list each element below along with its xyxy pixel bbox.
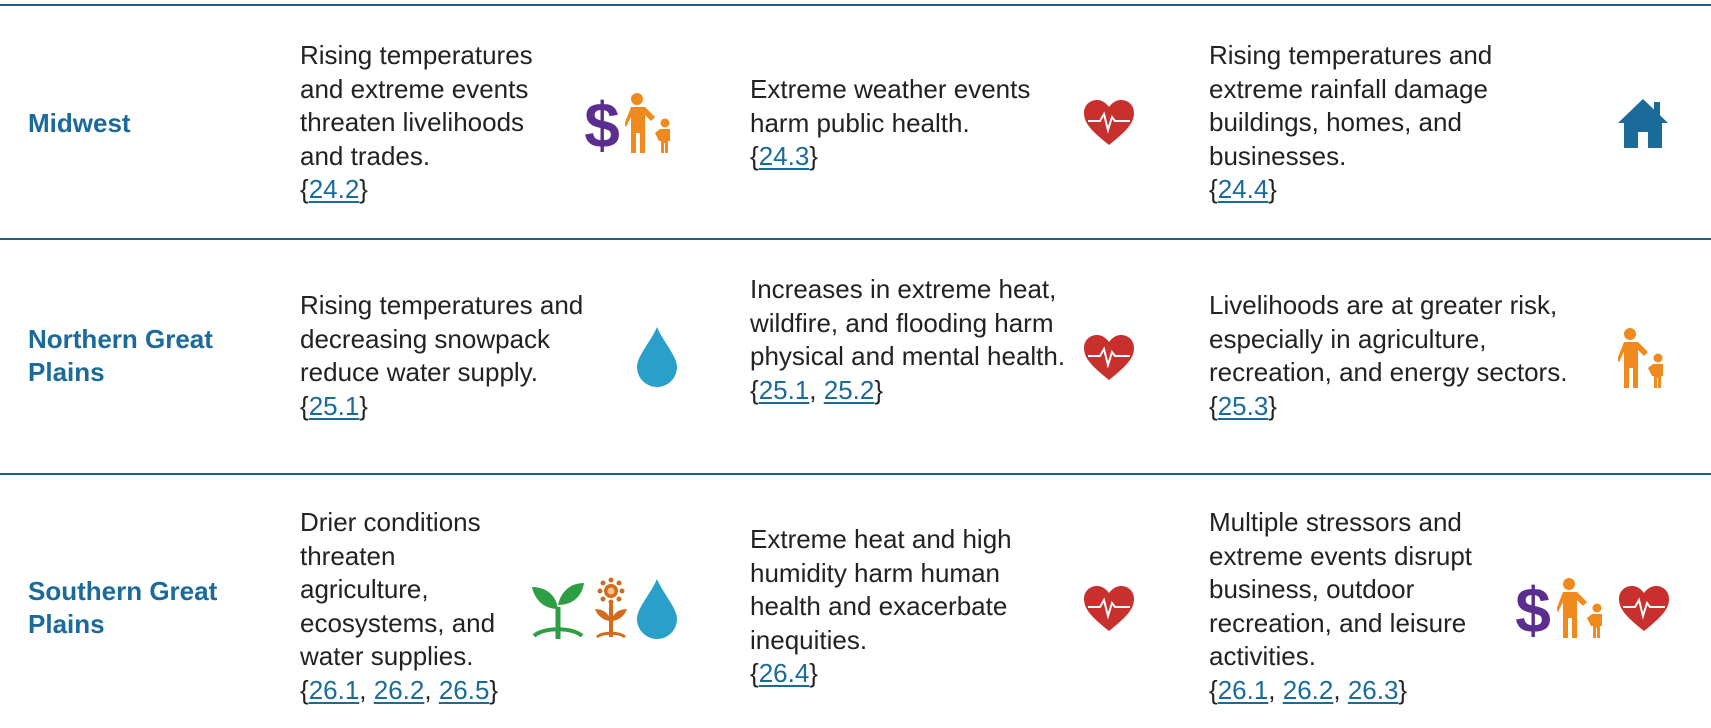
- impact-cell: Rising temperatures and decreasing snowp…: [300, 289, 620, 423]
- impact-text: Extreme weather events harm public healt…: [750, 74, 1031, 138]
- impact-cell: Extreme weather events harm public healt…: [750, 73, 1050, 174]
- ref-link[interactable]: 25.3: [1217, 390, 1269, 421]
- ref-link[interactable]: 26.2: [1282, 674, 1334, 705]
- impact-text: Rising temperatures and extreme events t…: [300, 40, 533, 171]
- impact-cell: Livelihoods are at greater risk, especia…: [1209, 289, 1609, 423]
- region-label: Northern Great Plains: [28, 324, 213, 387]
- impact-text: Multiple stressors and extreme events di…: [1209, 507, 1473, 671]
- impact-text: Livelihoods are at greater risk, especia…: [1209, 290, 1568, 387]
- chapter-refs: {25.1}: [300, 390, 368, 421]
- impact-cell: Extreme heat and high humidity harm huma…: [750, 523, 1050, 691]
- parent-child-icon: [1618, 328, 1670, 390]
- row-divider: [0, 473, 1711, 475]
- parent-child-icon: [1557, 578, 1609, 640]
- svg-text:$: $: [1515, 578, 1551, 640]
- chapter-refs: {25.1, 25.2}: [750, 374, 884, 405]
- table-row-midwest: Midwest Rising temperatures and extreme …: [0, 0, 1711, 238]
- impact-cell: Multiple stressors and extreme events di…: [1209, 506, 1514, 707]
- impact-cell: Drier conditions threaten agriculture, e…: [300, 506, 525, 707]
- sprout-icon: [531, 581, 585, 639]
- ref-link[interactable]: 25.1: [758, 374, 810, 405]
- ref-link[interactable]: 25.1: [308, 390, 360, 421]
- ref-link[interactable]: 24.3: [758, 141, 810, 171]
- chapter-refs: {26.1, 26.2, 26.5}: [300, 674, 499, 705]
- dollar-icon: $: [583, 93, 621, 155]
- ref-link[interactable]: 26.1: [308, 674, 360, 705]
- ref-link[interactable]: 26.5: [438, 674, 490, 705]
- heart-pulse-icon: [1618, 586, 1670, 632]
- row-divider: [0, 238, 1711, 240]
- chapter-refs: {24.3}: [750, 141, 818, 171]
- chapter-refs: {26.4}: [750, 658, 818, 688]
- parent-child-icon: [625, 93, 677, 155]
- impact-text: Rising temperatures and decreasing snowp…: [300, 290, 584, 387]
- region-label: Midwest: [28, 108, 131, 138]
- ref-link[interactable]: 25.2: [823, 374, 875, 405]
- impact-text: Increases in extreme heat, wildfire, and…: [750, 274, 1066, 371]
- ref-link[interactable]: 26.3: [1347, 674, 1399, 705]
- house-icon: [1617, 97, 1669, 149]
- ref-link[interactable]: 26.2: [373, 674, 425, 705]
- impact-text: Extreme heat and high humidity harm huma…: [750, 524, 1012, 655]
- chapter-refs: {24.4}: [1209, 174, 1277, 204]
- ref-link[interactable]: 26.4: [758, 658, 810, 688]
- dollar-icon: $: [1514, 578, 1552, 640]
- chapter-refs: {24.2}: [300, 174, 368, 204]
- impact-cell: Rising temperatures and extreme rainfall…: [1209, 39, 1549, 207]
- impact-text: Rising temperatures and extreme rainfall…: [1209, 40, 1493, 171]
- impact-cell: Increases in extreme heat, wildfire, and…: [750, 273, 1090, 407]
- heart-pulse-icon: [1083, 335, 1135, 381]
- ref-link[interactable]: 26.1: [1217, 674, 1269, 705]
- heart-pulse-icon: [1083, 586, 1135, 632]
- sunflower-icon: [591, 577, 631, 639]
- table-row-northern-great-plains: Northern Great Plains Rising temperature…: [0, 238, 1711, 473]
- ref-link[interactable]: 24.4: [1217, 174, 1269, 204]
- region-label: Southern Great Plains: [28, 576, 218, 639]
- chapter-refs: {25.3}: [1209, 390, 1277, 421]
- row-divider: [0, 4, 1711, 6]
- table-row-southern-great-plains: Southern Great Plains Drier conditions t…: [0, 473, 1711, 728]
- water-drop-icon: [636, 327, 678, 387]
- svg-text:$: $: [584, 93, 620, 155]
- heart-pulse-icon: [1083, 100, 1135, 146]
- chapter-refs: {26.1, 26.2, 26.3}: [1209, 674, 1408, 705]
- ref-link[interactable]: 24.2: [308, 174, 360, 204]
- water-drop-icon: [636, 579, 678, 639]
- impact-cell: Rising temperatures and extreme events t…: [300, 39, 570, 207]
- impact-text: Drier conditions threaten agriculture, e…: [300, 507, 496, 671]
